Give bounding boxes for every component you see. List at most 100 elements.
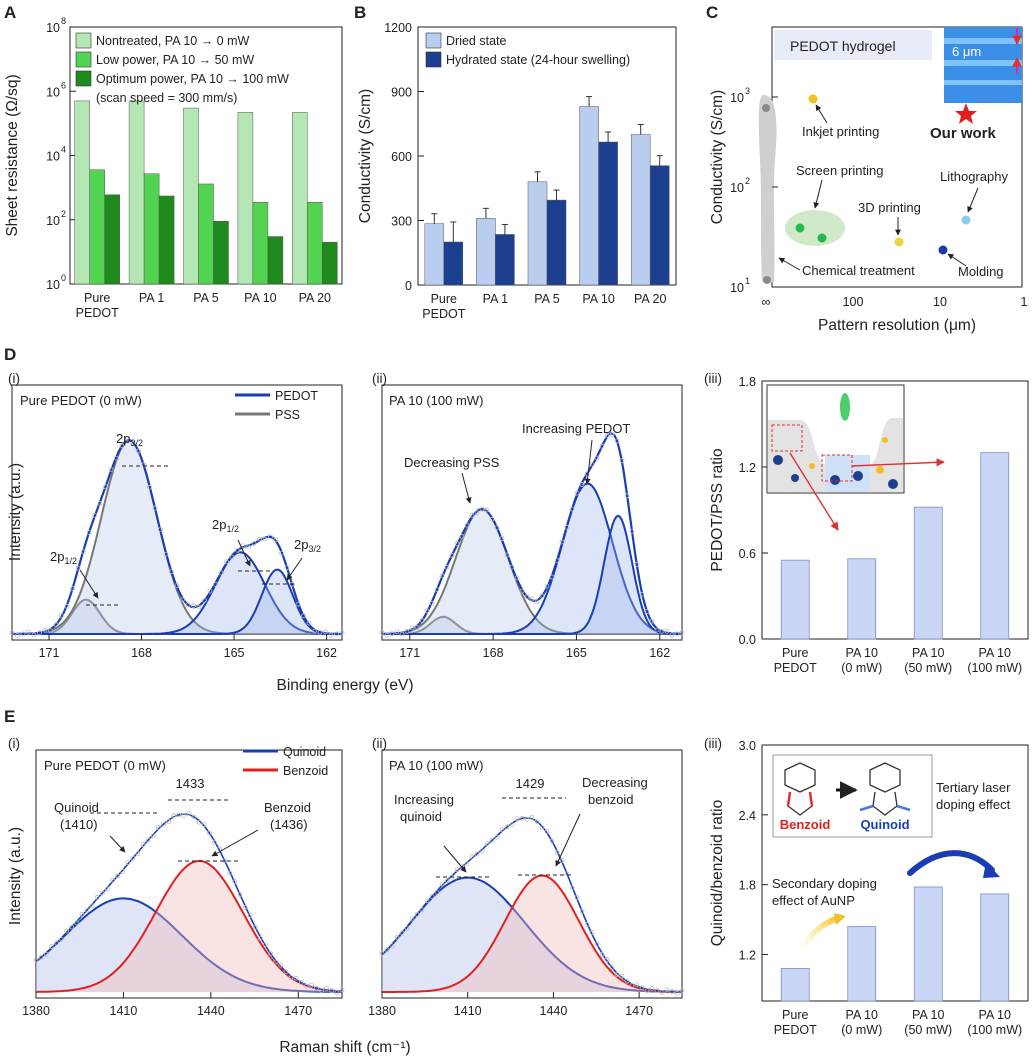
d-ylabel: Intensity (a.u.) [7, 463, 24, 561]
e-ii-raw-45 [604, 957, 610, 962]
d-i-raw-8 [295, 601, 301, 607]
d-i-raw-37 [136, 448, 141, 454]
bar-e-iii-1 [847, 926, 877, 1002]
inset-box-pss [771, 424, 803, 452]
plot-frame-e-iii [761, 744, 1029, 1002]
e-ii-raw-21 [484, 841, 490, 846]
chart-e-ii: 1380 1410 1440 1470 [368, 749, 685, 1018]
e-ii-curve-1 [382, 874, 682, 993]
inset-dot-8 [882, 437, 888, 443]
inset-arrow-to-bar2 [789, 452, 839, 531]
d-ii-raw-14 [609, 432, 615, 438]
e-i-raw-57 [324, 986, 330, 991]
annot-3d: 3D printing [858, 200, 921, 215]
legend-a1: Nontreated, PA 10 → 0 mW [96, 34, 250, 48]
benzoid-label: Benzoid [780, 817, 831, 832]
legend-a-note: (scan speed = 300 mm/s) [96, 91, 237, 105]
d-i-raw-13 [268, 534, 273, 540]
inset-dot-4 [830, 475, 840, 485]
d-ii-raw-57 [394, 629, 400, 635]
e-i-raw-34 [206, 830, 212, 836]
e-ii-raw-49 [624, 978, 630, 984]
bar-a-s0-3 [237, 112, 254, 285]
d-ii-raw-40 [479, 506, 485, 512]
e-ii-raw-60 [679, 987, 685, 993]
legend-b2: Hydrated state (24-hour swelling) [446, 53, 630, 67]
d-i-raw-47 [81, 549, 86, 555]
chemical-point-bottom [763, 276, 771, 284]
e-ii-raw-23 [494, 834, 500, 840]
d-i-raw-1 [334, 631, 339, 637]
c-xlabel: Pattern resolution (μm) [818, 317, 976, 334]
d-ii-raw-4 [659, 629, 665, 634]
e-ii-fill-0 [382, 877, 682, 992]
d-ii-curve-3 [382, 514, 682, 635]
annot-screen-arrow [813, 179, 823, 209]
d-i-raw-7 [301, 613, 306, 619]
e-i-raw-14 [105, 886, 110, 892]
e-i-raw-49 [283, 969, 289, 975]
e-ii-raw-34 [549, 838, 555, 844]
e-ii-raw-2 [389, 943, 395, 949]
quinoid-structure-thiophene [872, 791, 898, 816]
bar-e-iii-3 [980, 893, 1010, 1002]
annot-chemical: Chemical treatment [802, 263, 915, 278]
b-ytick-2: 600 [391, 150, 412, 164]
d-ii-raw-17 [594, 455, 600, 461]
panel-label-b: B [354, 3, 366, 22]
d-i-raw-39 [125, 436, 130, 442]
d-i-raw-0 [339, 630, 345, 635]
e-i-raw-29 [181, 813, 187, 819]
e-iii-inset: Benzoid Quinoid Tertiary laser doping eff… [772, 754, 1011, 951]
quinoid-bond-1 [859, 804, 874, 812]
svg-text:10: 10 [46, 278, 60, 292]
d-ii-raw-24 [559, 539, 565, 545]
e-ii-peak-1429: 1429 [516, 776, 545, 791]
annot-molding-arrow [947, 253, 967, 267]
a-ytick-2: 10 4 [46, 145, 66, 164]
a-ytick-1: 10 2 [46, 209, 66, 228]
d-ii-sublabel: (ii) [372, 371, 387, 386]
e-ii-raw-17 [464, 861, 470, 867]
legend-a2: Low power, PA 10 → 50 mW [96, 53, 254, 67]
d-i-raw-49 [70, 586, 75, 591]
d-i-raw-10 [284, 565, 290, 571]
e-ii-raw-37 [564, 871, 570, 877]
d-i-raw-38 [130, 441, 136, 447]
e-i-fill-0 [36, 898, 342, 992]
d-i-raw-55 [37, 630, 42, 636]
quinoid-bond-2 [896, 804, 911, 812]
svg-text:10: 10 [46, 85, 60, 99]
benzoid-bond-1 [786, 791, 792, 807]
yellow-arrow-head [834, 913, 846, 925]
bar-d-iii-1 [847, 558, 877, 640]
inset-box-pedot [821, 454, 853, 482]
e-ii-raw-48 [619, 973, 625, 979]
b-ylabel: Conductivity (S/cm) [357, 89, 374, 223]
c-xtick-3: 1 [1021, 295, 1028, 309]
a-ylabel: Sheet resistance (Ω/sq) [4, 74, 21, 236]
e-i-curve-2 [35, 813, 343, 993]
bar-e-iii-2 [913, 886, 943, 1002]
e-i-curve-0 [35, 897, 342, 993]
d-i-raw-43 [103, 484, 108, 490]
annot-screen: Screen printing [796, 163, 883, 178]
d-ii-raw-51 [424, 608, 430, 614]
chart-d-ii: 171 168 165 162 [379, 384, 685, 660]
a-ytick-4: 10 8 [46, 16, 66, 35]
d-ii-raw-27 [544, 583, 550, 589]
chart-b: 0 300 600 900 1200 Pure PEDOT PA 1 PA 5 PA 10 PA 2… [357, 21, 677, 321]
point-lithography [961, 215, 971, 225]
d-i-raw-22 [218, 570, 224, 576]
e-i-raw-16 [115, 873, 120, 879]
e-ii-raw-55 [654, 988, 660, 993]
svg-text:10: 10 [730, 281, 744, 295]
legend-e-benzoid: Benzoid [283, 764, 328, 778]
d-i-raw-57 [26, 629, 31, 635]
d-i-raw-19 [235, 547, 240, 553]
d-ii-raw-31 [524, 594, 530, 600]
point-inkjet [808, 94, 818, 104]
bar-d-iii-3 [980, 452, 1010, 640]
bar-b-s0-2 [527, 181, 548, 286]
b-ytick-1: 300 [391, 215, 412, 229]
